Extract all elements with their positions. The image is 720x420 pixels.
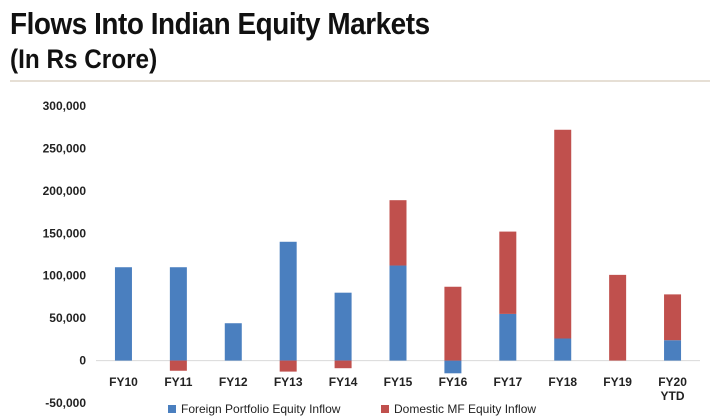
legend-swatch-domestic bbox=[381, 405, 389, 413]
x-tick-label: FY14 bbox=[329, 375, 358, 389]
bar-foreign-portfolio bbox=[499, 313, 517, 361]
bar-foreign-portfolio bbox=[444, 360, 462, 374]
legend-swatch-foreign bbox=[168, 405, 176, 413]
x-tick-label: FY12 bbox=[219, 375, 248, 389]
x-tick-label: FY18 bbox=[548, 375, 577, 389]
x-tick-label: YTD bbox=[661, 389, 685, 403]
bar-domestic-mf bbox=[389, 200, 407, 266]
chart-subtitle: (In Rs Crore) bbox=[10, 44, 158, 74]
y-tick-label: 200,000 bbox=[43, 184, 87, 198]
bar-domestic-mf bbox=[664, 294, 682, 341]
bar-domestic-mf bbox=[444, 286, 462, 361]
bar-domestic-mf bbox=[279, 360, 297, 372]
legend-label: Domestic MF Equity Inflow bbox=[394, 402, 536, 416]
bar-foreign-portfolio bbox=[664, 340, 682, 361]
header-divider bbox=[10, 80, 710, 82]
bar-domestic-mf bbox=[499, 231, 517, 314]
bar-foreign-portfolio bbox=[169, 267, 187, 361]
bar-foreign-portfolio bbox=[114, 267, 132, 361]
y-tick-label: 150,000 bbox=[43, 226, 87, 240]
bar-foreign-portfolio bbox=[279, 241, 297, 361]
x-tick-label: FY10 bbox=[109, 375, 138, 389]
bar-domestic-mf bbox=[334, 360, 352, 369]
x-tick-label: FY11 bbox=[164, 375, 192, 389]
y-axis: -50,000 0 50,000 100,000 150,000 200,000 250,0… bbox=[43, 99, 700, 410]
y-tick-label: 0 bbox=[79, 354, 86, 368]
bar-foreign-portfolio bbox=[389, 265, 407, 361]
x-axis: FY10 FY11 FY12 FY13 FY14 FY15 FY16 FY17 FY18 FY19… bbox=[109, 375, 687, 403]
y-tick-label: 250,000 bbox=[43, 141, 87, 155]
bar-foreign-portfolio bbox=[554, 338, 572, 361]
bar-foreign-portfolio bbox=[334, 292, 352, 361]
x-tick-label: FY15 bbox=[384, 375, 413, 389]
x-tick-label: FY20 bbox=[658, 375, 687, 389]
y-tick-label: 50,000 bbox=[49, 311, 86, 325]
x-tick-label: FY16 bbox=[439, 375, 468, 389]
bar-domestic-mf bbox=[609, 274, 627, 361]
y-tick-label: 300,000 bbox=[43, 99, 87, 113]
bars bbox=[114, 129, 682, 374]
legend: Foreign Portfolio Equity Inflow Domestic … bbox=[168, 402, 536, 416]
bar-foreign-portfolio bbox=[224, 323, 242, 361]
bar-domestic-mf bbox=[169, 360, 187, 371]
x-tick-label: FY17 bbox=[493, 375, 522, 389]
y-tick-label: -50,000 bbox=[45, 396, 86, 410]
bar-domestic-mf bbox=[554, 129, 572, 339]
y-tick-label: 100,000 bbox=[43, 269, 87, 283]
x-tick-label: FY19 bbox=[603, 375, 632, 389]
legend-label: Foreign Portfolio Equity Inflow bbox=[181, 402, 341, 416]
chart-title: Flows Into Indian Equity Markets bbox=[10, 6, 430, 41]
x-tick-label: FY13 bbox=[274, 375, 303, 389]
